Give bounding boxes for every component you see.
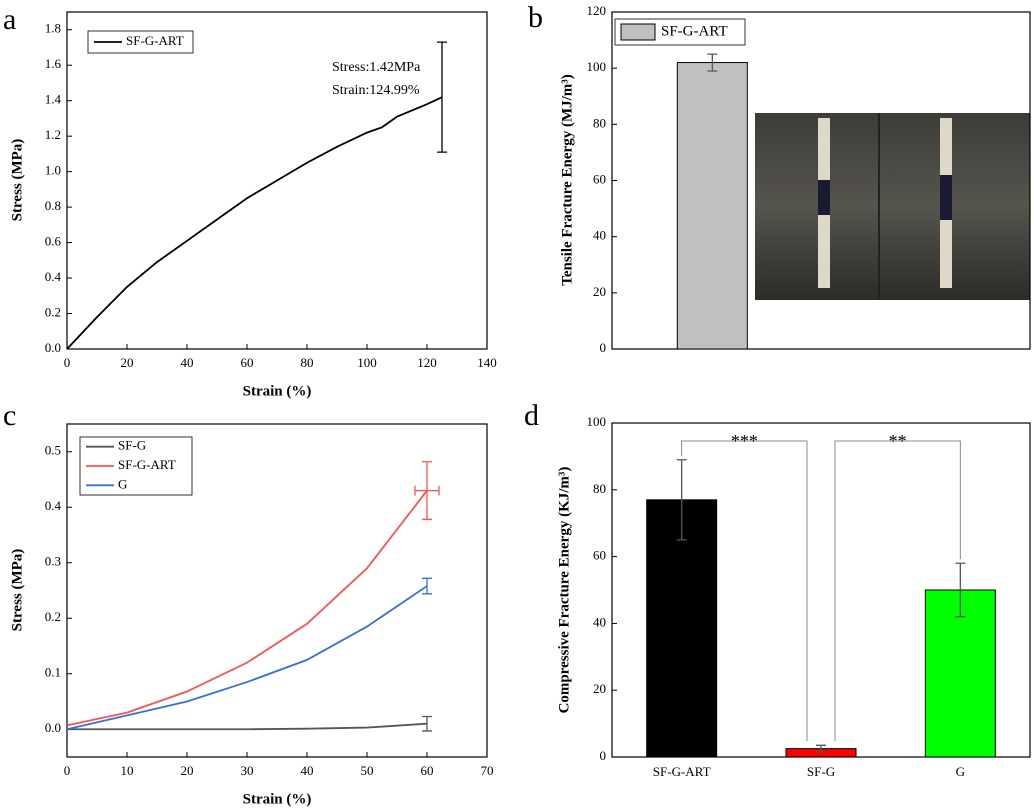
y-tick-label: 0.8 [45,198,61,213]
y-tick-label: 1.4 [45,92,62,107]
significance-bracket [681,440,808,742]
error-bar [955,562,966,618]
x-tick-label: 20 [121,355,134,370]
legend-swatch [620,23,656,41]
y-tick-label: 40 [593,228,606,243]
y-axis-label: Compressive Fracture Energy (KJ/m³) [556,467,572,714]
y-tick-label: 1.8 [45,21,61,36]
legend-label: SF-G-ART [661,23,728,39]
legend-label: SF-G [118,438,146,453]
line [66,96,443,350]
x-tick-label: 30 [241,763,254,778]
error-bar [707,53,718,72]
y-tick-label: 1.6 [45,56,62,71]
y-tick-label: 0 [600,748,607,763]
photo-divider [878,113,880,300]
y-tick-label: 0.3 [45,554,61,569]
y-tick-label: 20 [593,284,606,299]
y-tick-label: 0 [600,340,607,355]
y-tick-label: 1.0 [45,163,61,178]
y-tick-label: 60 [593,548,606,563]
annotation: Stress:1.42MPa [332,60,421,75]
significance-label: *** [731,431,758,451]
specimen-mid [818,180,830,215]
legend-label: SF-G-ART [126,33,184,48]
panel-label: d [524,399,539,432]
x-axis-label: Strain (%) [243,383,312,399]
significance-bracket [834,440,961,742]
y-tick-label: 100 [587,59,607,74]
significance-label: ** [889,431,907,451]
legend-label: G [118,476,127,491]
y-tick-label: 80 [593,115,606,130]
legend-label: SF-G-ART [118,457,176,472]
bar [646,499,718,758]
error-bar [422,715,432,732]
x-tick-label: 100 [357,355,377,370]
x-tick-label: 60 [421,763,434,778]
y-axis-label: Tensile Fracture Energy (MJ/m³) [559,74,575,286]
y-tick-label: 120 [587,3,607,18]
line [66,585,428,731]
photo-bg [755,113,1030,300]
x-tick-label: G [956,764,965,779]
y-tick-label: 40 [593,614,606,629]
plot-frame [66,11,488,350]
x-tick-label: 10 [121,763,134,778]
specimen-mid [940,175,952,220]
x-tick-label: 60 [241,355,254,370]
x-tick-label: 20 [181,763,194,778]
panel-label: b [528,1,543,34]
annotation: Strain:124.99% [332,83,420,98]
y-tick-label: 0.4 [45,498,62,513]
line [67,722,428,731]
bar [924,589,996,758]
y-tick-label: 0.2 [45,609,61,624]
y-tick-label: 80 [593,481,606,496]
y-tick-label: 0.5 [45,443,61,458]
x-tick-label: 50 [361,763,374,778]
legend-box [87,30,194,54]
bar [676,62,748,350]
y-tick-label: 0.1 [45,665,61,680]
x-tick-label: 120 [417,355,437,370]
panel-label: a [3,3,16,36]
y-tick-label: 0.4 [45,269,62,284]
error-bar [437,41,447,153]
x-tick-label: 40 [181,355,194,370]
x-error-bar [414,485,440,496]
y-tick-label: 60 [593,171,606,186]
panel-label: c [3,399,16,432]
y-tick-label: 100 [587,414,607,429]
y-axis-label: Stress (MPa) [9,549,25,632]
y-tick-label: 20 [593,681,606,696]
x-tick-label: 0 [64,355,71,370]
x-axis-label: Strain (%) [243,791,312,807]
y-tick-label: 0.0 [45,720,61,735]
x-tick-label: 40 [301,763,314,778]
y-tick-label: 0.2 [45,305,61,320]
y-tick-label: 1.2 [45,127,61,142]
x-tick-label: 80 [301,355,314,370]
line [66,490,428,727]
y-tick-label: 0.6 [45,234,62,249]
y-tick-label: 0.0 [45,340,61,355]
x-tick-label: SF-G-ART [653,764,711,779]
x-tick-label: SF-G [807,764,835,779]
error-bar [422,577,432,595]
x-tick-label: 70 [481,763,494,778]
error-bar [816,744,826,753]
photo [755,113,1030,300]
plot-frame [66,423,488,758]
y-axis-label: Stress (MPa) [9,139,25,222]
x-tick-label: 0 [64,763,71,778]
x-tick-label: 140 [477,355,497,370]
error-bar [676,459,687,541]
